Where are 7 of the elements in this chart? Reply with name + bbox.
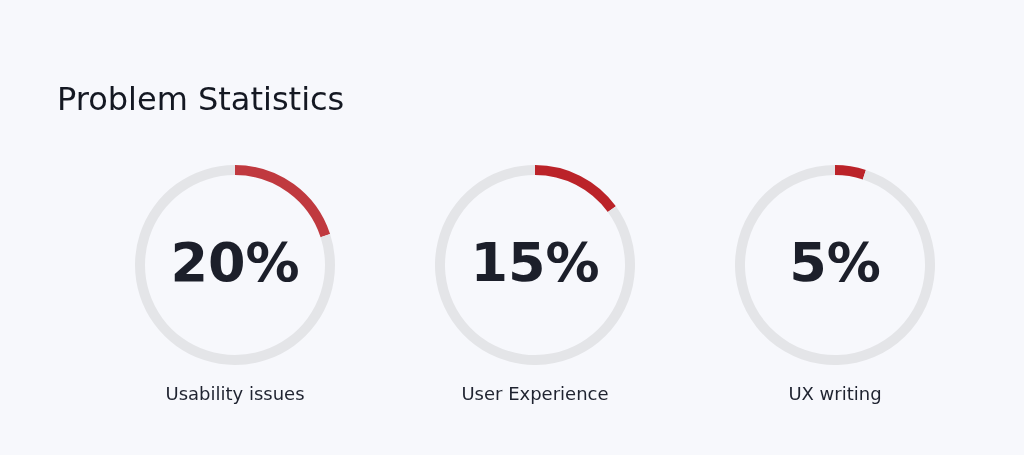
data-label: 20% [170, 231, 300, 295]
data-label: 15% [470, 231, 600, 295]
data-label: 5% [789, 231, 881, 295]
chart-title: Problem Statistics [57, 80, 345, 118]
text: UX writing [787, 383, 883, 404]
text: User Experience [460, 383, 610, 404]
text: Usability issues [164, 383, 306, 404]
